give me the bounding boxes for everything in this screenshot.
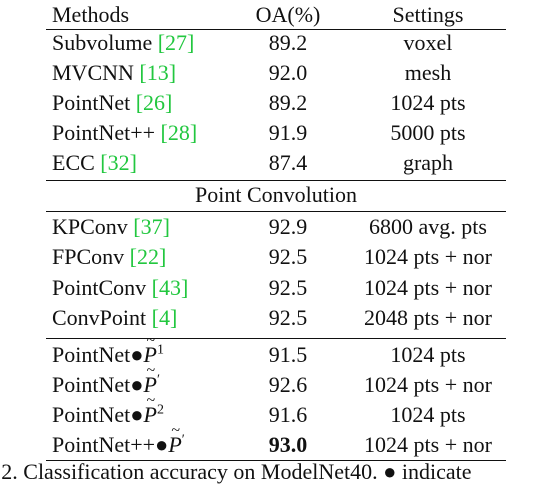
p-tilde-symbol: P <box>168 416 181 460</box>
table-row: ConvPoint [4] 92.5 2048 pts + nor <box>0 303 550 333</box>
citation-link[interactable]: [4] <box>151 305 178 330</box>
oa-value: 92.5 <box>268 275 308 300</box>
table-caption: e 2. Classification accuracy on ModelNet… <box>0 459 472 484</box>
setting-value: 2048 pts + nor <box>364 305 492 330</box>
oa-value: 91.9 <box>268 120 308 145</box>
oa-value: 92.9 <box>268 214 308 239</box>
header-settings: Settings <box>392 2 464 27</box>
method-name: ConvPoint [4] <box>52 305 178 330</box>
superscript: 1 <box>156 342 164 358</box>
table-row: MVCNN [13] 92.0 mesh <box>0 58 550 88</box>
section-rule-bottom <box>46 211 506 212</box>
method-name: KPConv [37] <box>52 214 170 239</box>
method-name: PointConv [43] <box>52 275 189 300</box>
method-name: PointNet●P′ <box>52 356 161 400</box>
oa-value: 92.6 <box>268 372 308 397</box>
citation-link[interactable]: [32] <box>100 150 137 175</box>
citation-link[interactable]: [13] <box>139 60 177 85</box>
citation-link[interactable]: [22] <box>129 244 167 269</box>
table-row: PointNet [26] 89.2 1024 pts <box>0 88 550 118</box>
setting-value: voxel <box>403 30 453 55</box>
oa-value: 89.2 <box>268 90 308 115</box>
citation-link[interactable]: [28] <box>160 120 198 145</box>
bottom-rule <box>46 460 506 461</box>
setting-value: 1024 pts <box>390 342 466 367</box>
table-row: PointNet++●P′ 93.0 1024 pts + nor <box>0 416 550 460</box>
table-row: PointNet●P′ 92.6 1024 pts + nor <box>0 356 550 400</box>
citation-link[interactable]: [37] <box>133 214 170 239</box>
citation-link[interactable]: [43] <box>151 275 189 300</box>
table-row: Subvolume [27] 89.2 voxel <box>0 28 550 58</box>
setting-value: 1024 pts + nor <box>364 275 492 300</box>
citation-link[interactable]: [27] <box>157 30 195 55</box>
setting-value: 1024 pts <box>390 402 466 427</box>
setting-value: graph <box>402 150 454 175</box>
header-oa: OA(%) <box>255 2 321 27</box>
setting-value: 1024 pts + nor <box>364 372 492 397</box>
header-rule <box>46 29 506 30</box>
table-header-row: Methods OA(%) Settings <box>0 0 550 30</box>
oa-value: 91.5 <box>268 342 308 367</box>
method-name: PointNet [26] <box>52 90 173 115</box>
method-name: PointNet●P2 <box>52 386 164 430</box>
section-label: Point Convolution <box>195 182 357 207</box>
oa-value: 87.4 <box>268 150 308 175</box>
method-name: PointNet++●P′ <box>52 416 185 460</box>
superscript: 2 <box>156 402 164 418</box>
method-name: ECC [32] <box>52 150 137 175</box>
method-name: Subvolume [27] <box>52 30 195 55</box>
oa-value: 92.5 <box>268 305 308 330</box>
section-rule-top <box>46 180 506 181</box>
table-row: PointNet●P2 91.6 1024 pts <box>0 386 550 430</box>
setting-value: mesh <box>404 60 452 85</box>
oa-value: 92.5 <box>268 244 308 269</box>
p-tilde-symbol: P <box>144 386 157 430</box>
superscript: ′ <box>156 372 161 388</box>
setting-value: 6800 avg. pts <box>369 214 487 239</box>
header-methods: Methods <box>52 2 129 27</box>
table-row: FPConv [22] 92.5 1024 pts + nor <box>0 242 550 272</box>
superscript: ′ <box>181 432 185 448</box>
table-row: ECC [32] 87.4 graph <box>0 148 550 178</box>
setting-value: 1024 pts <box>390 90 466 115</box>
oa-value: 89.2 <box>268 30 308 55</box>
oa-value: 91.6 <box>268 402 308 427</box>
table-row: PointNet●P1 91.5 1024 pts <box>0 326 550 370</box>
citation-link[interactable]: [26] <box>135 90 173 115</box>
table-row: KPConv [37] 92.9 6800 avg. pts <box>0 212 550 242</box>
oa-value-best: 93.0 <box>268 432 308 457</box>
setting-value: 5000 pts <box>390 120 466 145</box>
table-row: PointNet++ [28] 91.9 5000 pts <box>0 118 550 148</box>
method-name: PointNet++ [28] <box>52 120 198 145</box>
table-row: PointConv [43] 92.5 1024 pts + nor <box>0 273 550 303</box>
setting-value: 1024 pts + nor <box>364 244 492 269</box>
method-name: FPConv [22] <box>52 244 167 269</box>
group-rule <box>46 338 506 339</box>
method-name: MVCNN [13] <box>52 60 177 85</box>
oa-value: 92.0 <box>268 60 308 85</box>
setting-value: 1024 pts + nor <box>364 432 492 457</box>
